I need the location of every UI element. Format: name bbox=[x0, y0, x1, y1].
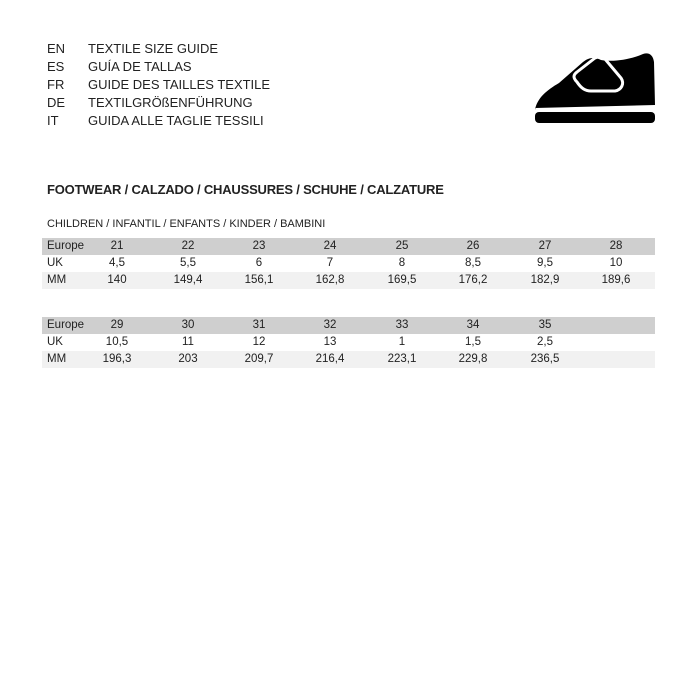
row-label: MM bbox=[47, 353, 67, 365]
table-cell: 8 bbox=[398, 257, 406, 269]
table-cell: 11 bbox=[182, 336, 194, 348]
table-cell: 35 bbox=[538, 319, 552, 331]
table-cell: 12 bbox=[252, 336, 266, 348]
table-cell: 156,1 bbox=[244, 274, 274, 286]
table-cell: 29 bbox=[110, 319, 124, 331]
table-cell: 216,4 bbox=[315, 353, 345, 365]
table-cell: 27 bbox=[538, 240, 552, 252]
shoe-icon bbox=[535, 53, 655, 123]
language-code: FR bbox=[47, 77, 65, 92]
language-title: GUÍA DE TALLAS bbox=[88, 59, 192, 74]
table-cell: 229,8 bbox=[458, 353, 488, 365]
table-cell: 203 bbox=[178, 353, 198, 365]
language-title: TEXTILE SIZE GUIDE bbox=[88, 41, 219, 56]
size-table: Europe 29 30 31 32 33 34 35 UK 10,5 11 12 13 1 1,5 2,5 M… bbox=[42, 317, 655, 368]
table-row: MM 140 149,4 156,1 162,8 169,5 176,2 182,9 189,6 bbox=[42, 272, 655, 289]
table-cell: 223,1 bbox=[387, 353, 417, 365]
table-row: Europe 29 30 31 32 33 34 35 bbox=[42, 317, 655, 334]
table-cell: 176,2 bbox=[458, 274, 488, 286]
table-cell: 196,3 bbox=[102, 353, 132, 365]
table-row: MM 196,3 203 209,7 216,4 223,1 229,8 236,5 bbox=[42, 351, 655, 368]
row-label: UK bbox=[47, 257, 63, 269]
row-label: UK bbox=[47, 336, 63, 348]
table-cell: 34 bbox=[466, 319, 480, 331]
table-cell: 149,4 bbox=[173, 274, 203, 286]
table-cell: 2,5 bbox=[537, 336, 553, 348]
table-row: Europe 21 22 23 24 25 26 27 28 bbox=[42, 238, 655, 255]
table-cell: 1 bbox=[398, 336, 406, 348]
size-table: Europe 21 22 23 24 25 26 27 28 UK 4,5 5,5 6 7 8 8,5 9,5 1… bbox=[42, 238, 655, 289]
table-cell: 1,5 bbox=[465, 336, 481, 348]
table-cell: 169,5 bbox=[387, 274, 417, 286]
table-cell: 140 bbox=[107, 274, 127, 286]
table-cell: 13 bbox=[323, 336, 337, 348]
table-cell: 10 bbox=[609, 257, 623, 269]
row-label: Europe bbox=[47, 319, 85, 331]
table-cell: 4,5 bbox=[109, 257, 125, 269]
table-cell: 26 bbox=[466, 240, 480, 252]
table-cell: 7 bbox=[326, 257, 334, 269]
table-cell: 25 bbox=[395, 240, 409, 252]
language-code: EN bbox=[47, 41, 66, 56]
table-cell: 23 bbox=[252, 240, 266, 252]
table-cell: 9,5 bbox=[537, 257, 553, 269]
table-cell: 33 bbox=[395, 319, 409, 331]
table-cell: 8,5 bbox=[465, 257, 481, 269]
row-label: MM bbox=[47, 274, 67, 286]
table-cell: 10,5 bbox=[105, 336, 129, 348]
table-cell: 30 bbox=[181, 319, 195, 331]
table-row: UK 10,5 11 12 13 1 1,5 2,5 bbox=[42, 334, 655, 351]
table-cell: 182,9 bbox=[530, 274, 560, 286]
table-cell: 21 bbox=[110, 240, 124, 252]
language-code: IT bbox=[47, 113, 59, 128]
table-cell: 6 bbox=[255, 257, 263, 269]
table-cell: 5,5 bbox=[180, 257, 196, 269]
language-title: GUIDA ALLE TAGLIE TESSILI bbox=[88, 113, 264, 128]
language-code: DE bbox=[47, 95, 66, 110]
table-cell: 209,7 bbox=[244, 353, 274, 365]
table-row: UK 4,5 5,5 6 7 8 8,5 9,5 10 bbox=[42, 255, 655, 272]
table-cell: 28 bbox=[609, 240, 623, 252]
language-title: TEXTILGRÖßENFÜHRUNG bbox=[88, 95, 253, 110]
language-code: ES bbox=[47, 59, 65, 74]
table-cell: 236,5 bbox=[530, 353, 560, 365]
table-cell: 32 bbox=[323, 319, 337, 331]
table-cell: 31 bbox=[252, 319, 266, 331]
table-cell: 24 bbox=[323, 240, 337, 252]
table-cell: 162,8 bbox=[315, 274, 345, 286]
language-title: GUIDE DES TAILLES TEXTILE bbox=[88, 77, 271, 92]
sub-title: CHILDREN / INFANTIL / ENFANTS / KINDER /… bbox=[47, 218, 326, 230]
row-label: Europe bbox=[47, 240, 85, 252]
section-title: FOOTWEAR / CALZADO / CHAUSSURES / SCHUHE… bbox=[47, 182, 444, 197]
table-cell: 189,6 bbox=[601, 274, 631, 286]
table-cell: 22 bbox=[181, 240, 195, 252]
